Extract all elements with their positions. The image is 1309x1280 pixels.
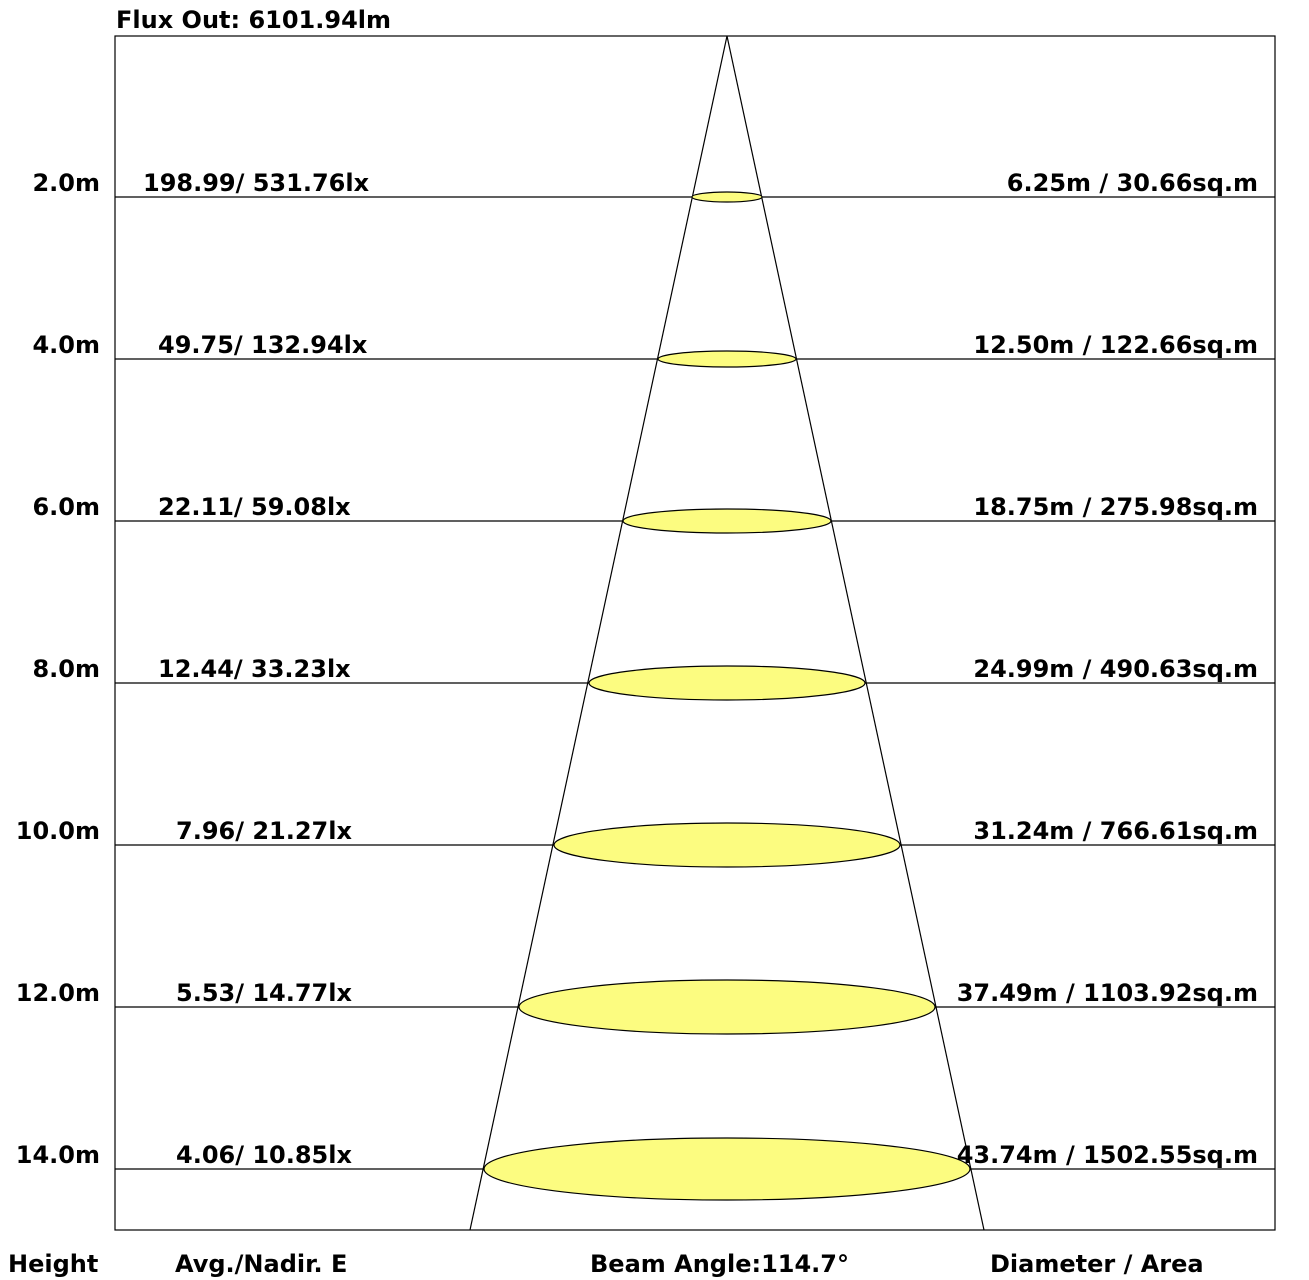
footer-beam-angle: Beam Angle:114.7° xyxy=(590,1250,849,1278)
light-spot xyxy=(588,665,866,701)
cone-right-edge xyxy=(726,35,985,1231)
diameter-area-label: 12.50m / 122.66sq.m xyxy=(973,331,1258,359)
diameter-area-label: 43.74m / 1502.55sq.m xyxy=(957,1141,1258,1169)
height-label: 14.0m xyxy=(16,1141,100,1169)
height-row: 6.0m 22.11/ 59.08lx 18.75m / 275.98sq.m xyxy=(32,493,1275,534)
diameter-area-label: 37.49m / 1103.92sq.m xyxy=(957,979,1258,1007)
diameter-area-label: 18.75m / 275.98sq.m xyxy=(973,493,1258,521)
light-spot xyxy=(622,508,832,534)
height-label: 12.0m xyxy=(16,979,100,1007)
diameter-area-label: 31.24m / 766.61sq.m xyxy=(973,817,1258,845)
flux-title: Flux Out: 6101.94lm xyxy=(116,6,391,34)
illuminance-label: 12.44/ 33.23lx xyxy=(158,655,351,683)
footer-height-label: Height xyxy=(8,1250,98,1278)
diameter-area-label: 24.99m / 490.63sq.m xyxy=(973,655,1258,683)
height-row: 14.0m 4.06/ 10.85lx 43.74m / 1502.55sq.m xyxy=(16,1137,1275,1201)
illuminance-label: 5.53/ 14.77lx xyxy=(176,979,352,1007)
height-label: 10.0m xyxy=(16,817,100,845)
light-spot xyxy=(657,350,797,368)
light-spot xyxy=(518,979,936,1035)
height-rows: 2.0m 198.99/ 531.76lx 6.25m / 30.66sq.m 4.0… xyxy=(16,169,1275,1201)
illuminance-label: 198.99/ 531.76lx xyxy=(143,169,370,197)
height-label: 6.0m xyxy=(32,493,100,521)
illuminance-label: 7.96/ 21.27lx xyxy=(176,817,352,845)
footer-size-label: Diameter / Area xyxy=(990,1250,1204,1278)
light-spot xyxy=(691,191,763,203)
height-row: 12.0m 5.53/ 14.77lx 37.49m / 1103.92sq.m xyxy=(16,979,1275,1035)
light-spot xyxy=(553,822,901,868)
height-label: 2.0m xyxy=(32,169,100,197)
height-row: 4.0m 49.75/ 132.94lx 12.50m / 122.66sq.m xyxy=(32,331,1275,368)
height-label: 8.0m xyxy=(32,655,100,683)
illuminance-label: 4.06/ 10.85lx xyxy=(176,1141,352,1169)
footer-illuminance-label: Avg./Nadir. E xyxy=(175,1250,347,1278)
cone-left-edge xyxy=(469,35,728,1231)
height-row: 2.0m 198.99/ 531.76lx 6.25m / 30.66sq.m xyxy=(32,169,1275,203)
diagram-frame xyxy=(114,35,1276,1231)
height-label: 4.0m xyxy=(32,331,100,359)
illuminance-label: 49.75/ 132.94lx xyxy=(158,331,368,359)
height-row: 8.0m 12.44/ 33.23lx 24.99m / 490.63sq.m xyxy=(32,655,1275,701)
height-row: 10.0m 7.96/ 21.27lx 31.24m / 766.61sq.m xyxy=(16,817,1275,868)
diameter-area-label: 6.25m / 30.66sq.m xyxy=(1007,169,1258,197)
light-spot xyxy=(483,1137,971,1201)
illuminance-label: 22.11/ 59.08lx xyxy=(158,493,351,521)
